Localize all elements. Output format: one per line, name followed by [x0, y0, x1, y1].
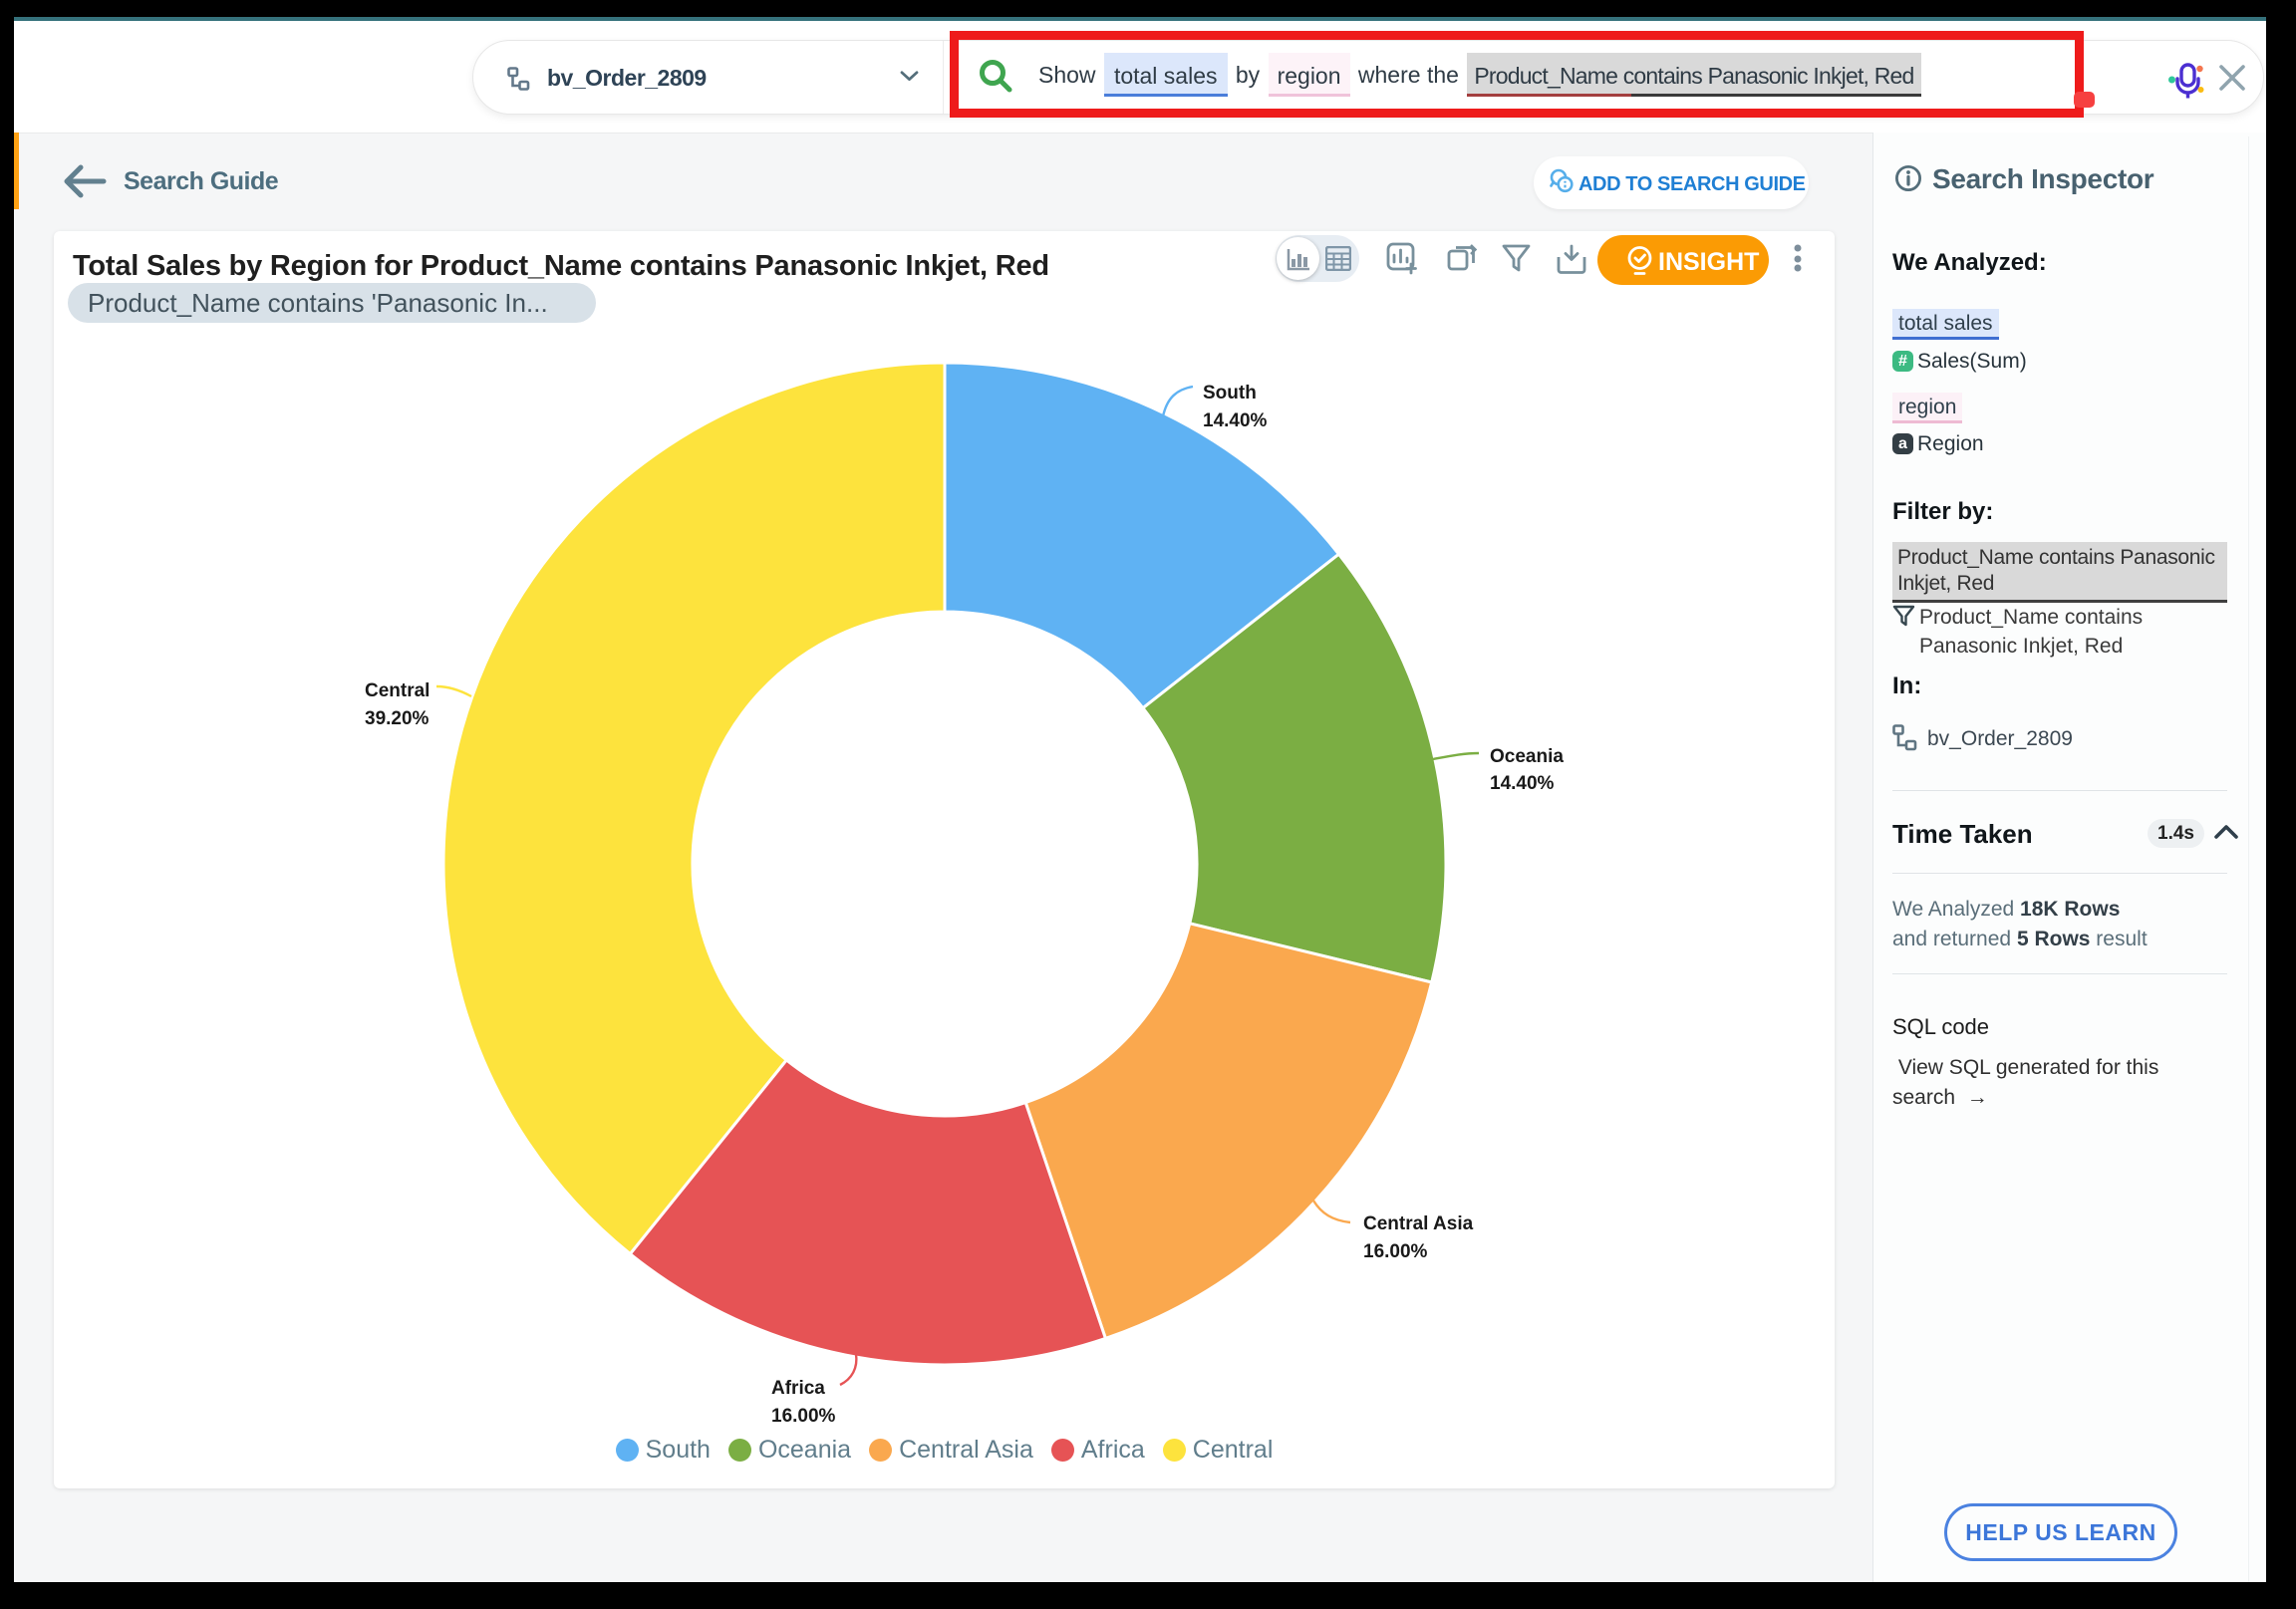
- svg-text:Central Asia: Central Asia: [1363, 1213, 1474, 1234]
- svg-text:South: South: [1203, 383, 1257, 403]
- svg-text:Central: Central: [365, 680, 430, 701]
- svg-text:39.20%: 39.20%: [365, 708, 430, 729]
- svg-text:16.00%: 16.00%: [771, 1406, 836, 1427]
- svg-text:Africa: Africa: [771, 1378, 825, 1399]
- svg-text:14.40%: 14.40%: [1490, 773, 1555, 794]
- svg-text:16.00%: 16.00%: [1363, 1241, 1428, 1262]
- svg-text:Oceania: Oceania: [1490, 746, 1564, 767]
- svg-text:14.40%: 14.40%: [1203, 410, 1268, 431]
